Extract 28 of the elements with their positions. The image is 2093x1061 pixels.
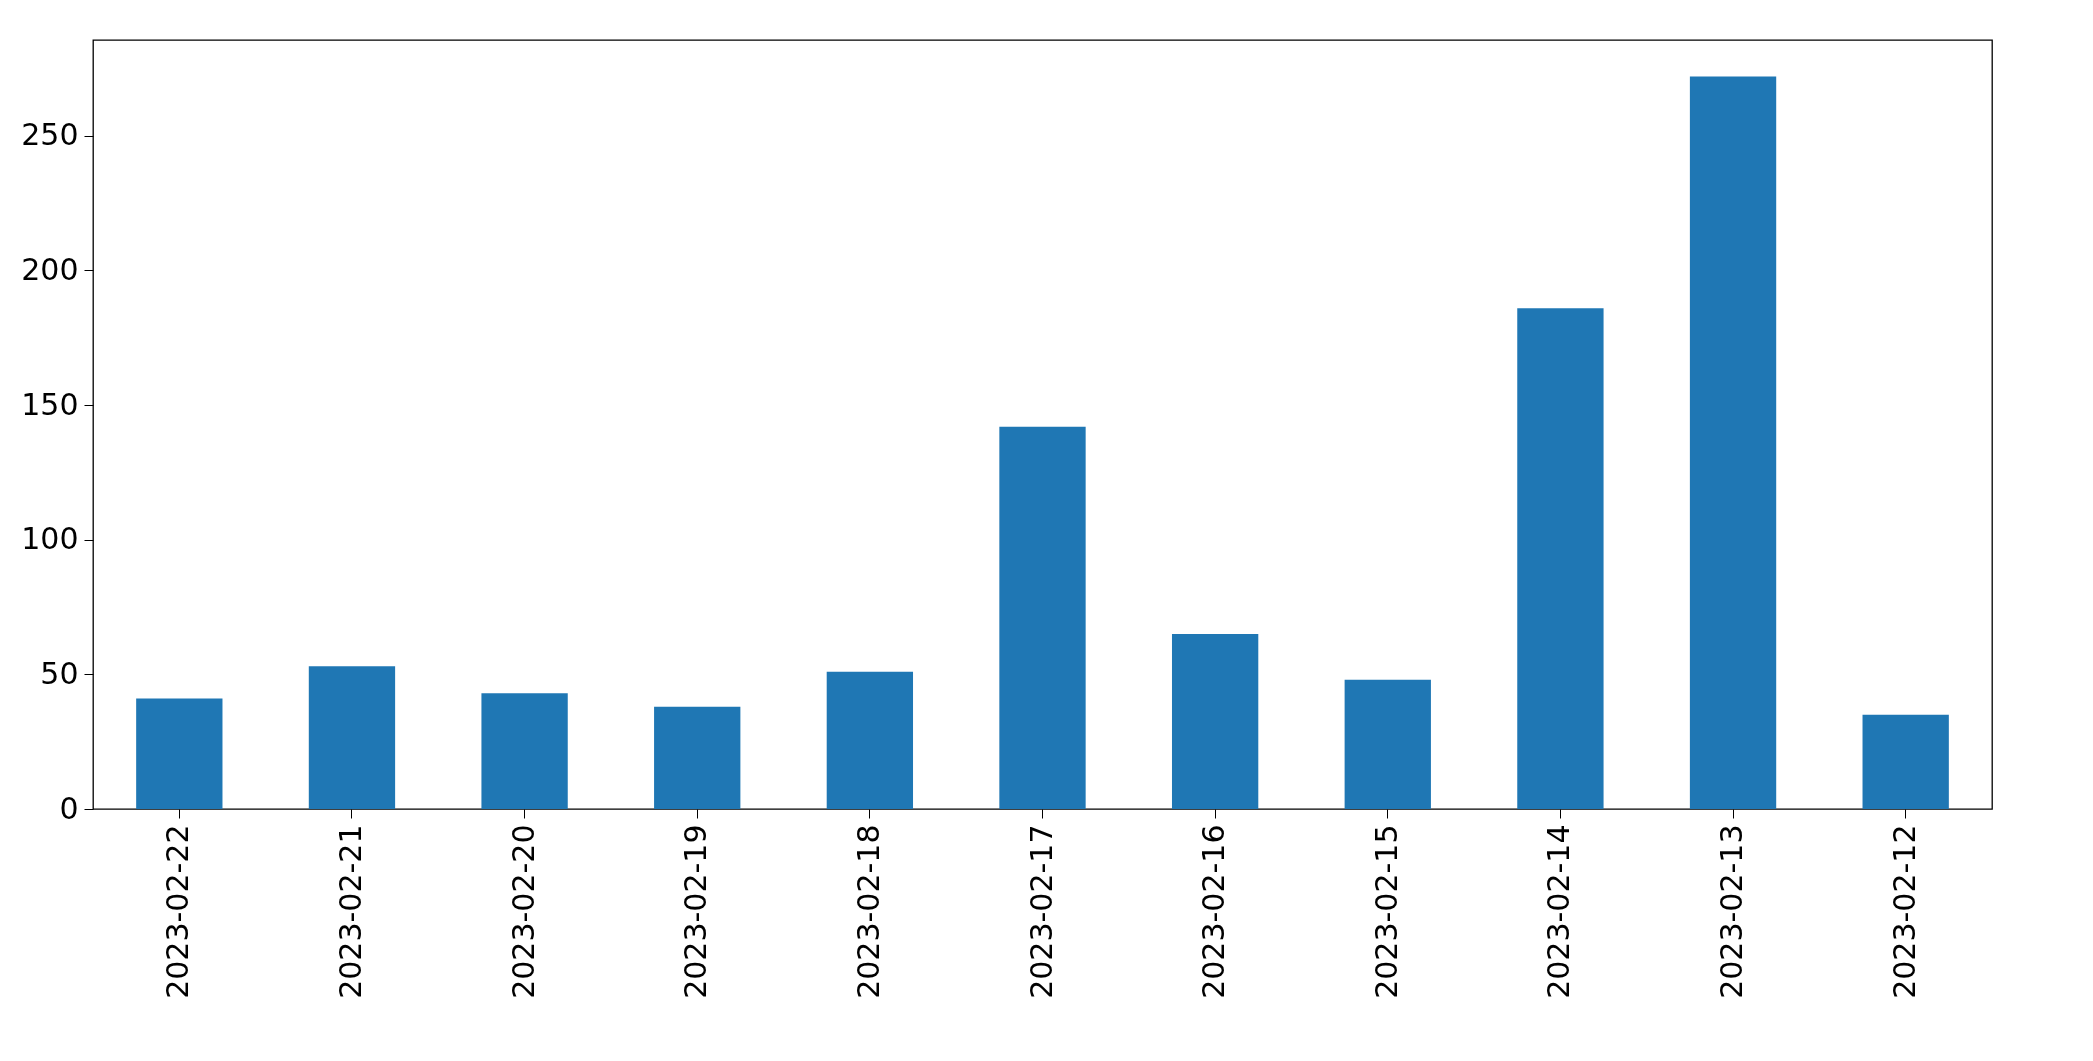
- bar: [999, 426, 1086, 809]
- bar: [481, 693, 568, 809]
- y-tick-label: 100: [21, 521, 79, 557]
- x-tick-label: 2023-02-16: [1196, 824, 1232, 999]
- x-tick-label: 2023-02-13: [1714, 824, 1750, 999]
- x-tick-label: 2023-02-15: [1368, 824, 1404, 999]
- x-tick-label: 2023-02-19: [678, 824, 714, 999]
- x-tick-label: 2023-02-17: [1023, 824, 1059, 999]
- y-tick-label: 150: [21, 386, 79, 422]
- bar: [654, 706, 741, 809]
- bar: [1344, 679, 1431, 809]
- x-tick-label: 2023-02-18: [850, 824, 886, 999]
- bar: [308, 666, 396, 809]
- x-tick-label: 2023-02-14: [1541, 824, 1577, 999]
- x-tick-label: 2023-02-22: [160, 824, 196, 999]
- x-tick-label: 2023-02-20: [505, 824, 541, 999]
- bar: [826, 671, 914, 809]
- x-tick-label: 2023-02-21: [332, 824, 368, 999]
- bar: [1862, 714, 1949, 809]
- y-tick-label: 250: [21, 117, 79, 153]
- y-tick-label: 200: [21, 251, 79, 287]
- bar: [1517, 308, 1604, 809]
- bar: [1689, 76, 1777, 809]
- bar: [136, 698, 223, 809]
- bar: [1171, 633, 1259, 809]
- x-tick-label: 2023-02-12: [1886, 824, 1922, 999]
- y-tick-label: 0: [59, 790, 79, 826]
- y-tick-label: 50: [40, 655, 79, 691]
